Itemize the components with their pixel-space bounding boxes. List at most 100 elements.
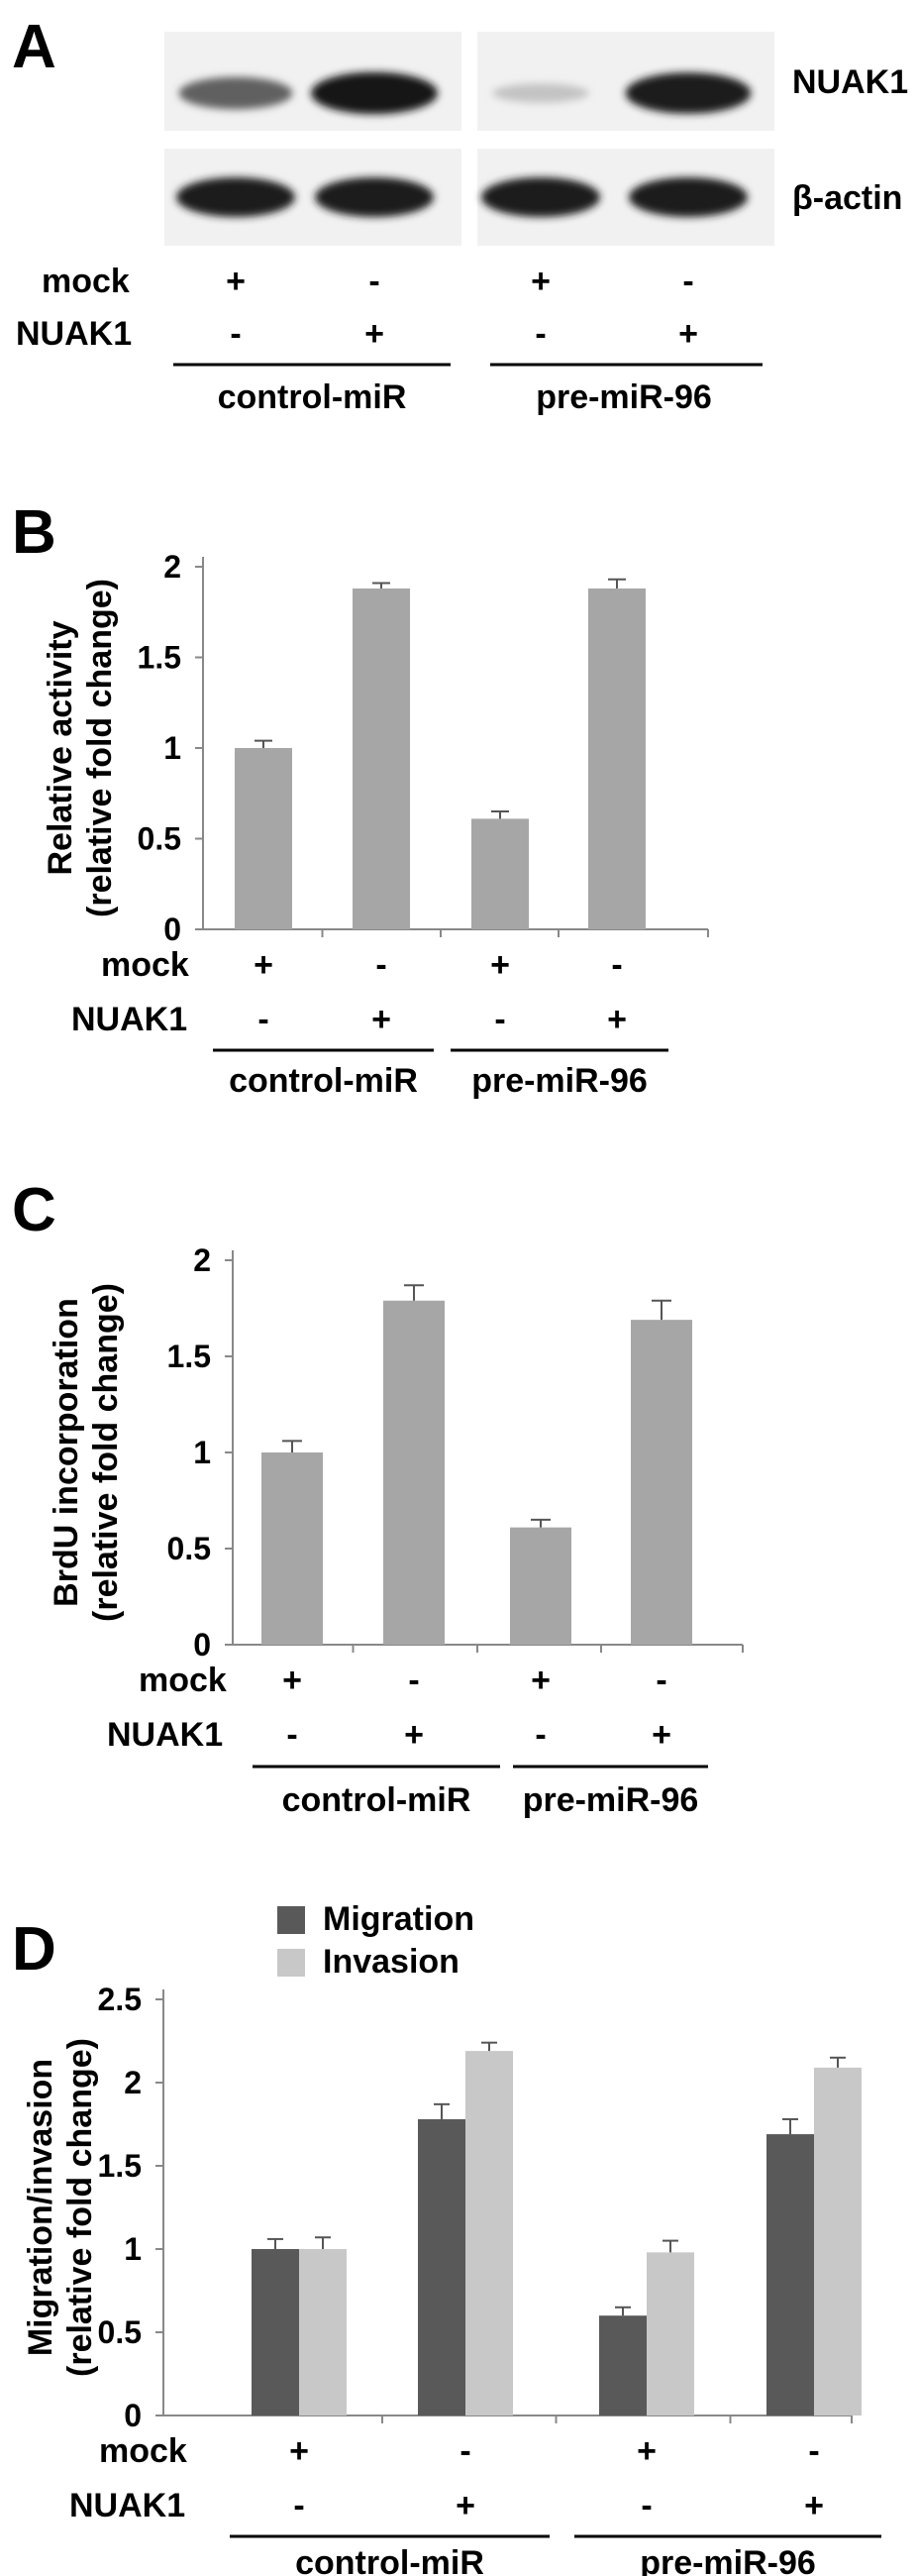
bar (418, 2118, 465, 2415)
treatment-sign: + (804, 2487, 824, 2524)
treatment-sign: + (404, 1716, 424, 1754)
treatment-sign: + (490, 946, 510, 984)
legend-label: Invasion (323, 1943, 459, 1981)
y-tick-label: 2 (193, 1242, 211, 1278)
treatment-sign: + (282, 1662, 302, 1699)
blot-band (311, 71, 438, 115)
blot-band (178, 76, 293, 110)
y-tick-label: 1.5 (167, 1339, 211, 1374)
treatment-row-label: mock (42, 263, 130, 300)
panel-letter: B (12, 498, 56, 567)
y-axis-title-sub: (relative fold change) (61, 2038, 99, 2377)
y-tick-label: 0.5 (167, 1531, 211, 1566)
bar (599, 2315, 647, 2415)
treatment-sign: + (289, 2432, 309, 2470)
legend-swatch (277, 1906, 305, 1934)
group-label: pre-miR-96 (640, 2544, 816, 2576)
treatment-sign: - (611, 946, 622, 984)
treatment-sign: + (531, 1662, 551, 1699)
treatment-row-label: mock (101, 946, 189, 984)
treatment-sign: + (607, 1001, 627, 1038)
y-tick-label: 0.5 (138, 821, 181, 857)
treatment-sign: - (535, 1716, 546, 1754)
bar (252, 2249, 299, 2415)
blot-band (492, 83, 589, 103)
treatment-sign: - (641, 2487, 652, 2524)
treatment-sign: + (456, 2487, 475, 2524)
bar (588, 588, 646, 929)
y-tick-label: 2 (163, 549, 181, 585)
group-label: control-miR (229, 1062, 418, 1100)
panel-d-chart: D Migration/invasion (relative fold change… (12, 1900, 881, 2576)
treatment-sign: + (678, 315, 698, 353)
panel-letter: C (12, 1176, 56, 1244)
treatment-sign: + (371, 1001, 391, 1038)
y-axis-title-sub: (relative fold change) (87, 1283, 125, 1622)
y-tick-label: 1 (193, 1435, 211, 1470)
band-label: β-actin (792, 179, 902, 217)
treatment-sign: - (682, 263, 693, 300)
blot-band (315, 177, 434, 217)
treatment-row-label: NUAK1 (71, 1001, 187, 1038)
treatment-row-label: NUAK1 (69, 2487, 185, 2524)
panel-letter: D (12, 1915, 56, 1984)
treatment-sign: - (375, 946, 386, 984)
treatment-sign: - (656, 1662, 666, 1699)
treatment-sign: + (531, 263, 551, 300)
treatment-sign: + (364, 315, 384, 353)
treatment-sign: - (257, 1001, 268, 1038)
y-tick-label: 0 (193, 1627, 211, 1663)
blot-band (176, 177, 295, 217)
treatment-sign: + (226, 263, 246, 300)
y-tick-label: 0 (163, 912, 181, 947)
bar (383, 1300, 445, 1645)
treatment-row-label: NUAK1 (16, 315, 132, 353)
y-tick-label: 2.5 (98, 1982, 142, 2017)
bar (471, 818, 529, 929)
treatment-row-label: mock (139, 1662, 227, 1699)
panel-letter-a: A (12, 13, 56, 81)
bar (814, 2067, 862, 2415)
treatment-sign: - (408, 1662, 419, 1699)
bar (261, 1452, 323, 1645)
blot-band (625, 72, 752, 114)
bar (631, 1320, 692, 1645)
group-label: control-miR (295, 2544, 484, 2576)
treatment-row-label: mock (99, 2432, 187, 2470)
treatment-sign: - (286, 1716, 297, 1754)
y-tick-label: 1.5 (138, 640, 181, 676)
y-axis-title: BrdU incorporation (48, 1298, 85, 1607)
y-axis-title: Relative activity (42, 620, 79, 875)
treatment-sign: + (652, 1716, 671, 1754)
bar (510, 1527, 571, 1645)
treatment-sign: - (535, 315, 546, 353)
blot-band (481, 177, 600, 217)
group-label: control-miR (282, 1781, 471, 1819)
bar (299, 2249, 347, 2415)
treatment-sign: - (293, 2487, 304, 2524)
treatment-sign: - (494, 1001, 505, 1038)
y-axis-title: Migration/invasion (22, 2059, 59, 2356)
y-tick-label: 1.5 (98, 2148, 142, 2184)
group-label: control-miR (218, 378, 407, 416)
panel-b-chart: B Relative activity (relative fold change)… (12, 498, 709, 1100)
y-tick-label: 1 (124, 2231, 142, 2267)
treatment-row-label: NUAK1 (107, 1716, 223, 1754)
treatment-sign: - (368, 263, 379, 300)
legend-label: Migration (323, 1900, 474, 1938)
band-label: NUAK1 (792, 63, 908, 101)
y-tick-label: 0.5 (98, 2314, 142, 2350)
panel-c-chart: C BrdU incorporation (relative fold change… (12, 1176, 744, 1819)
bar (465, 2051, 513, 2415)
panel-a-western-blot: A NUAK1 β-actin mock + - + - NUAK1 - + - + control-mi… (12, 13, 908, 416)
y-tick-label: 1 (163, 730, 181, 766)
treatment-sign: - (230, 315, 241, 353)
treatment-sign: - (459, 2432, 470, 2470)
bar (235, 748, 292, 929)
treatment-sign: - (808, 2432, 819, 2470)
y-axis-title-sub: (relative fold change) (81, 579, 119, 917)
legend-swatch (277, 1949, 305, 1977)
bar (353, 588, 410, 929)
group-label: pre-miR-96 (471, 1062, 648, 1100)
